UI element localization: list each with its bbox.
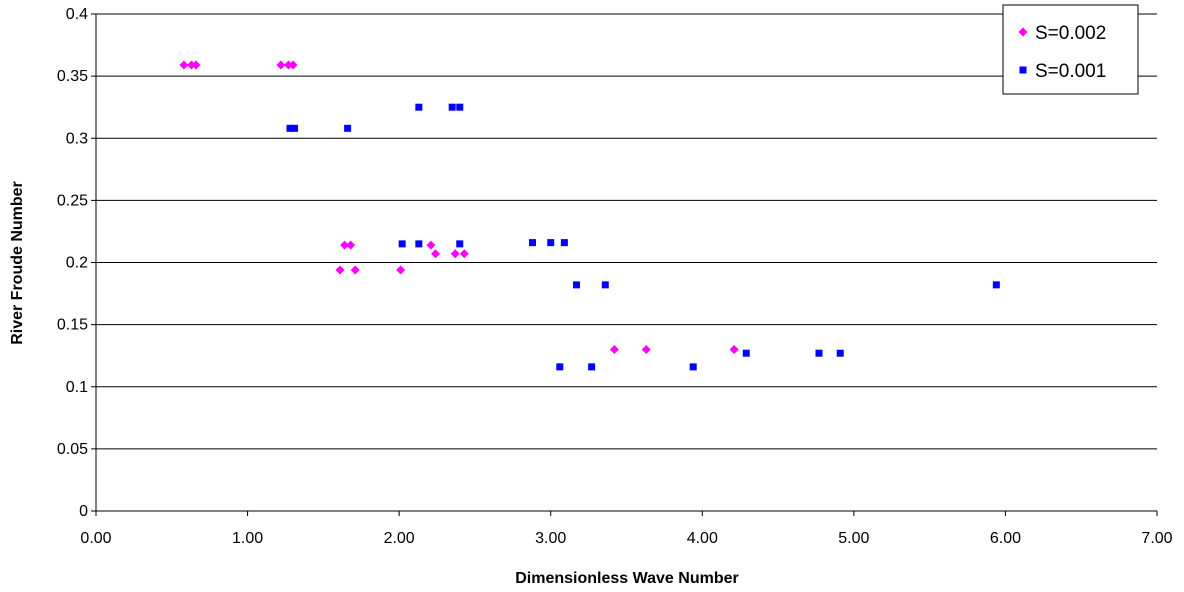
y-tick-label: 0.25 [57,192,88,209]
x-tick-label: 5.00 [838,530,869,547]
point-s-0-001 [556,363,564,371]
point-s-0-002 [179,60,189,70]
point-s-0-001 [992,281,1000,289]
point-s-0-002 [426,240,436,250]
point-s-0-002 [459,249,469,259]
point-s-0-001 [344,124,352,132]
point-s-0-001 [572,281,580,289]
y-tick-label: 0.1 [66,379,88,396]
point-s-0-001 [815,349,823,357]
point-s-0-002 [186,60,196,70]
y-tick-label: 0.35 [57,68,88,85]
x-tick-label: 0.00 [80,530,111,547]
point-s-0-001 [415,103,423,111]
point-s-0-001 [588,363,596,371]
y-tick-label: 0.3 [66,130,88,147]
point-s-0-001 [448,103,456,111]
tick-labels: 0 0.05 0.1 0.15 0.2 0.25 0.3 0.35 0.4 0.00 1.00 2.0… [57,6,1173,547]
point-s-0-002 [450,249,460,259]
x-tick-label: 7.00 [1141,530,1172,547]
x-tick-label: 6.00 [990,530,1021,547]
point-s-0-001 [415,240,423,248]
point-s-0-002 [729,344,739,354]
y-axis-title: River Froude Number [9,181,26,345]
point-s-0-002 [191,60,201,70]
gridlines [96,13,1157,450]
point-s-0-002 [641,344,651,354]
point-s-0-001 [398,240,406,248]
legend: S=0.002 S=0.001 [1002,4,1139,95]
x-tick-label: 1.00 [232,530,263,547]
point-s-0-001 [689,363,697,371]
point-s-0-001 [742,349,750,357]
point-s-0-002 [288,60,298,70]
point-s-0-001 [547,239,555,247]
point-s-0-002 [609,344,619,354]
point-s-0-002 [335,265,345,275]
y-tick-label: 0 [79,503,88,520]
point-s-0-001 [456,240,464,248]
point-s-0-001 [291,124,299,132]
y-tick-label: 0.2 [66,255,88,272]
point-s-0-002 [340,240,350,250]
point-s-0-002 [276,60,286,70]
point-s-0-001 [560,239,568,247]
x-tick-label: 4.00 [687,530,718,547]
legend-label: S=0.001 [1035,61,1106,82]
point-s-0-001 [601,281,609,289]
x-tick-label: 3.00 [535,530,566,547]
y-tick-label: 0.4 [66,6,88,23]
point-s-0-001 [456,103,464,111]
y-tick-label: 0.15 [57,317,88,334]
point-s-0-001 [836,349,844,357]
legend-marker [1019,66,1027,74]
point-s-0-001 [286,124,294,132]
point-s-0-001 [529,239,537,247]
legend-marker [1018,27,1028,37]
point-s-0-002 [350,265,360,275]
data-points [179,60,1000,371]
x-axis-title: Dimensionless Wave Number [515,570,738,587]
legend-label: S=0.002 [1035,23,1106,44]
axes [91,13,1158,516]
legend-box [1002,4,1139,95]
point-s-0-002 [283,60,293,70]
x-tick-label: 2.00 [384,530,415,547]
point-s-0-002 [431,249,441,259]
point-s-0-002 [396,265,406,275]
point-s-0-002 [346,240,356,250]
y-tick-label: 0.05 [57,441,88,458]
